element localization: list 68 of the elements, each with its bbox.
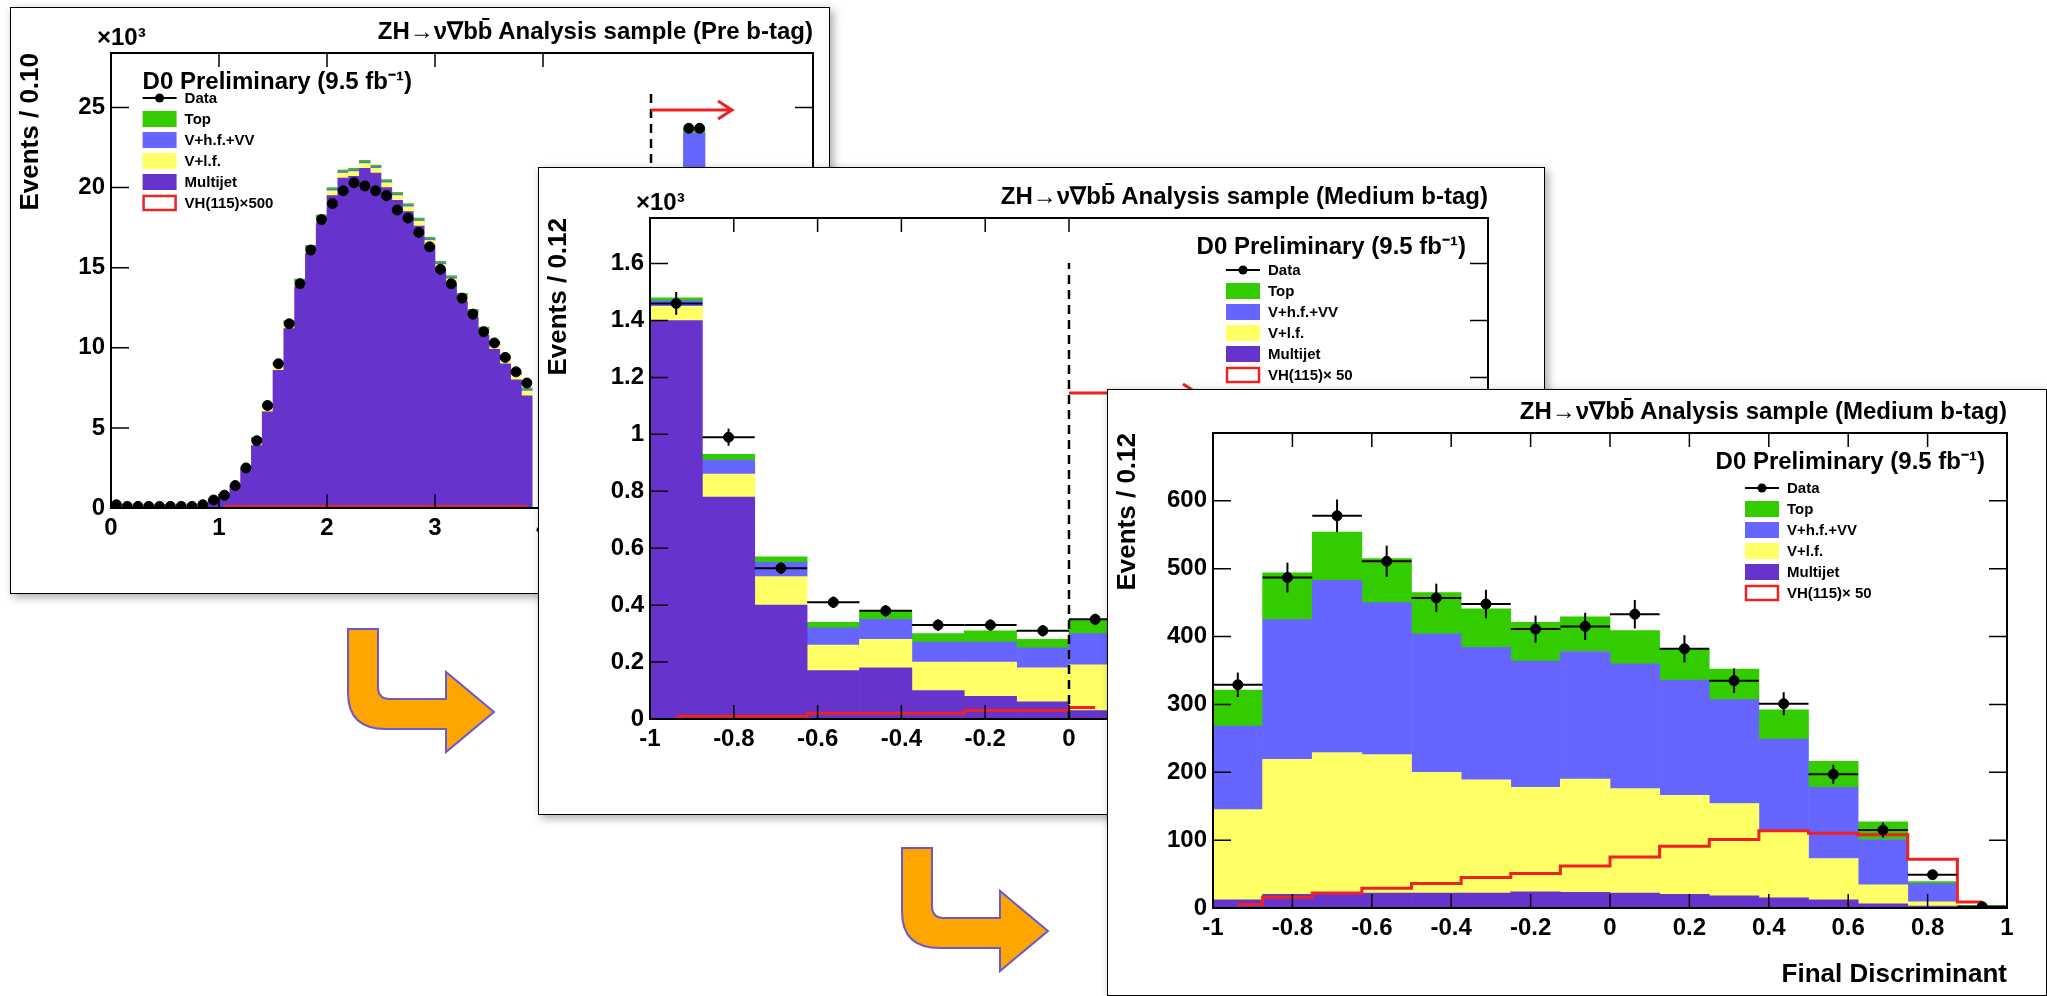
y-tick-label: 0 xyxy=(630,703,644,731)
y-tick-label: 1.6 xyxy=(610,248,644,276)
x-tick-label: 0.2 xyxy=(1672,913,1707,941)
y-tick-label: 600 xyxy=(1166,485,1207,513)
y-tick-label: 100 xyxy=(1166,824,1207,852)
x-tick-label: 0 xyxy=(1603,913,1617,941)
y-tick-label: 0 xyxy=(91,492,105,520)
y-axis-title: Events / 0.10 xyxy=(13,53,44,211)
legend-label: V+h.f.+VV xyxy=(1787,521,1858,539)
legend-label: VH(115)×500 xyxy=(184,194,274,212)
legend-label: V+l.f. xyxy=(1787,542,1824,560)
x-tick-label: -0.8 xyxy=(1271,913,1314,941)
annotation: ×10³ xyxy=(636,188,685,215)
x-tick-label: 2 xyxy=(320,513,334,541)
x-tick-label: 0.8 xyxy=(1910,913,1945,941)
y-axis-title: Events / 0.12 xyxy=(1110,433,1141,591)
x-tick-label: 1 xyxy=(212,513,226,541)
legend-label: VH(115)× 50 xyxy=(1268,366,1353,384)
legend-label: Top xyxy=(184,110,211,128)
y-tick-label: 200 xyxy=(1166,756,1207,784)
x-tick-label: -0.6 xyxy=(796,724,839,752)
x-tick-label: -0.6 xyxy=(1351,913,1393,941)
y-tick-label: 0.6 xyxy=(610,532,644,560)
text: ×10³ xyxy=(97,23,146,50)
x-tick-label: -0.2 xyxy=(1509,913,1552,941)
x-tick-label: 0.4 xyxy=(1752,913,1787,941)
y-tick-label: 0 xyxy=(1193,892,1207,920)
y-tick-label: 20 xyxy=(78,172,105,200)
x-tick-label: 1 xyxy=(2000,913,2014,941)
legend-label: Top xyxy=(1268,282,1295,300)
legend-label: Data xyxy=(1268,261,1302,279)
legend-label: Data xyxy=(1787,479,1821,497)
y-tick-label: 25 xyxy=(78,92,105,120)
chart-title: ZH→ν∇bb̄ Analysis sample (Medium b-tag) xyxy=(1000,182,1488,210)
x-axis-title: Final Discriminant xyxy=(1781,957,2008,988)
y-tick-label: 5 xyxy=(91,412,105,440)
x-tick-label: -0.4 xyxy=(1430,913,1473,941)
legend-label: V+h.f.+VV xyxy=(184,131,255,149)
x-tick-label: 0 xyxy=(1062,724,1076,752)
legend-label: VH(115)× 50 xyxy=(1787,584,1872,602)
y-tick-label: 0.4 xyxy=(610,589,645,617)
x-tick-label: -0.2 xyxy=(964,724,1006,752)
y-tick-label: 400 xyxy=(1166,621,1207,649)
legend-label: V+h.f.+VV xyxy=(1268,303,1339,321)
legend-label: Top xyxy=(1787,500,1814,518)
y-axis-title: Events / 0.12 xyxy=(541,218,572,376)
x-tick-label: -0.4 xyxy=(880,724,923,752)
annotation: D0 Preliminary (9.5 fb⁻¹) xyxy=(1715,447,1985,474)
x-tick-label: -0.8 xyxy=(713,724,755,752)
y-tick-label: 0.8 xyxy=(610,475,644,503)
x-tick-label: 0.6 xyxy=(1831,913,1865,941)
y-tick-label: 1.2 xyxy=(610,362,644,390)
legend-label: V+l.f. xyxy=(1268,324,1305,342)
y-tick-label: 10 xyxy=(78,332,105,360)
legend-label: Multijet xyxy=(1268,345,1321,363)
legend-label: V+l.f. xyxy=(184,152,221,170)
legend-label: Multijet xyxy=(184,173,238,191)
chart-title: ZH→ν∇bb̄ Analysis sample (Pre b-tag) xyxy=(377,17,813,45)
y-tick-label: 1.4 xyxy=(610,305,645,333)
y-tick-label: 0.2 xyxy=(610,646,644,674)
y-tick-label: 1 xyxy=(630,418,644,446)
y-tick-label: 500 xyxy=(1166,553,1207,581)
annotation: D0 Preliminary (9.5 fb⁻¹) xyxy=(1196,232,1466,259)
legend-label: Multijet xyxy=(1787,563,1840,581)
y-tick-label: 15 xyxy=(78,252,105,280)
y-tick-label: 300 xyxy=(1166,689,1207,717)
x-tick-label: 3 xyxy=(428,513,442,541)
chart-title: ZH→ν∇bb̄ Analysis sample (Medium b-tag) xyxy=(1519,397,2007,425)
